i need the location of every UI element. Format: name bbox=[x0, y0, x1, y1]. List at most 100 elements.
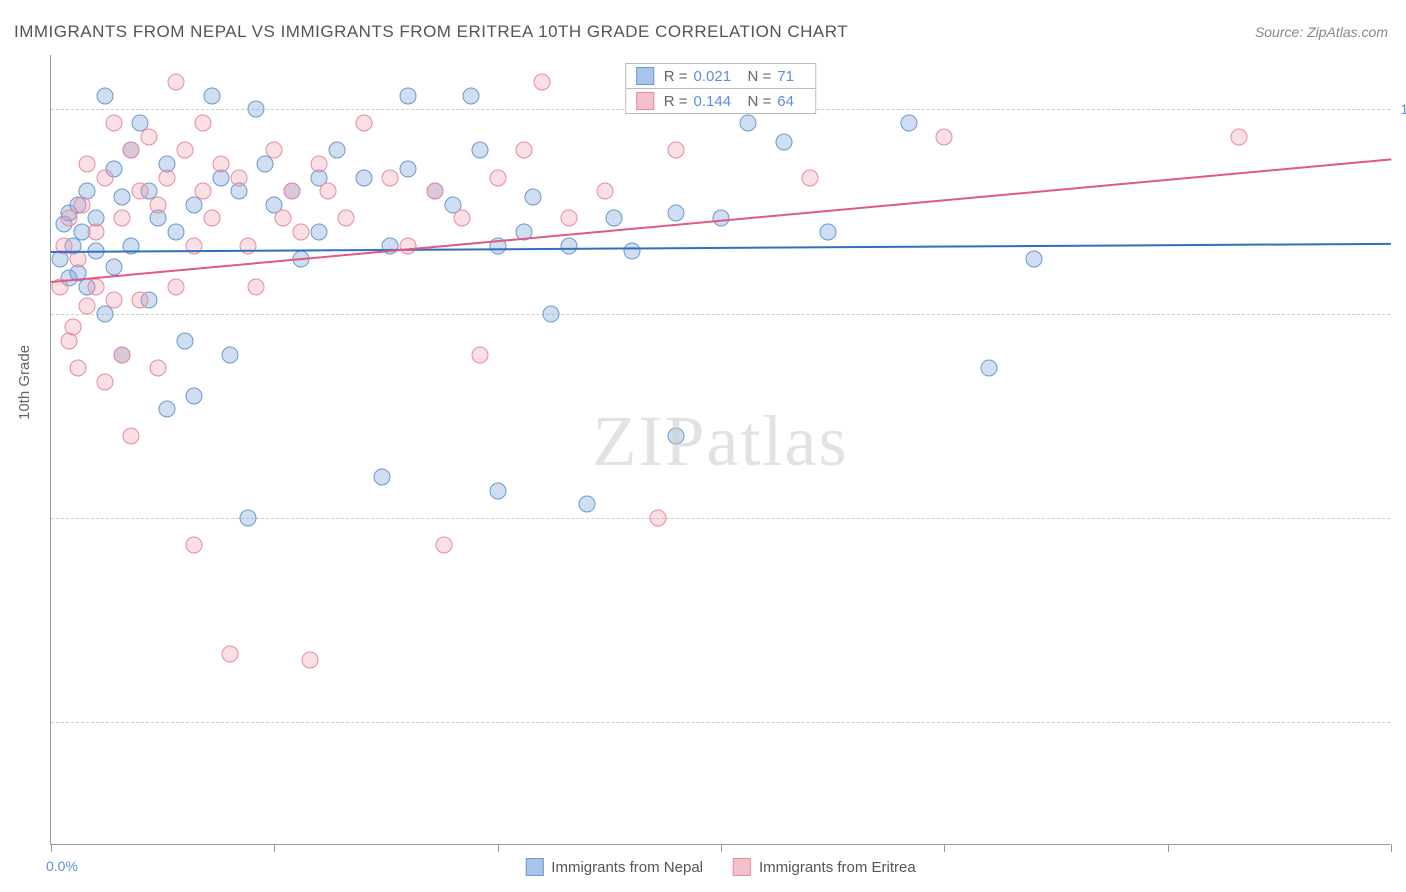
scatter-point bbox=[543, 305, 560, 322]
scatter-point bbox=[489, 482, 506, 499]
scatter-point bbox=[266, 142, 283, 159]
scatter-point bbox=[319, 183, 336, 200]
scatter-point bbox=[141, 128, 158, 145]
scatter-point bbox=[516, 142, 533, 159]
scatter-point bbox=[69, 360, 86, 377]
legend-label: Immigrants from Nepal bbox=[551, 859, 703, 876]
scatter-point bbox=[623, 243, 640, 260]
scatter-point bbox=[739, 115, 756, 132]
scatter-point bbox=[168, 224, 185, 241]
scatter-point bbox=[78, 155, 95, 172]
scatter-point bbox=[775, 134, 792, 151]
scatter-point bbox=[123, 428, 140, 445]
scatter-point bbox=[87, 224, 104, 241]
scatter-point bbox=[65, 319, 82, 336]
r-value: 0.021 bbox=[694, 68, 738, 85]
scatter-point bbox=[427, 183, 444, 200]
legend-row: R = 0.144 N = 64 bbox=[626, 89, 816, 113]
legend-swatch bbox=[525, 858, 543, 876]
scatter-point bbox=[87, 278, 104, 295]
scatter-point bbox=[936, 128, 953, 145]
x-tick bbox=[498, 844, 499, 852]
scatter-point bbox=[561, 237, 578, 254]
scatter-point bbox=[185, 537, 202, 554]
n-value: 71 bbox=[777, 68, 805, 85]
scatter-point bbox=[337, 210, 354, 227]
scatter-point bbox=[203, 210, 220, 227]
scatter-point bbox=[561, 210, 578, 227]
y-tick-label: 100.0% bbox=[1398, 101, 1406, 117]
gridline bbox=[51, 722, 1390, 723]
scatter-point bbox=[96, 169, 113, 186]
scatter-point bbox=[400, 237, 417, 254]
scatter-point bbox=[212, 155, 229, 172]
scatter-point bbox=[105, 292, 122, 309]
scatter-point bbox=[177, 333, 194, 350]
scatter-point bbox=[177, 142, 194, 159]
scatter-point bbox=[105, 115, 122, 132]
x-tick bbox=[1391, 844, 1392, 852]
y-tick-label: 85.0% bbox=[1398, 510, 1406, 526]
watermark-text: ZIPatlas bbox=[593, 400, 849, 483]
source-attribution: Source: ZipAtlas.com bbox=[1255, 24, 1388, 40]
scatter-point bbox=[981, 360, 998, 377]
scatter-point bbox=[471, 346, 488, 363]
scatter-point bbox=[150, 196, 167, 213]
y-tick-label: 77.5% bbox=[1398, 714, 1406, 730]
scatter-point bbox=[284, 183, 301, 200]
scatter-point bbox=[150, 360, 167, 377]
trend-line bbox=[51, 159, 1391, 284]
scatter-point bbox=[355, 115, 372, 132]
legend-row: R = 0.021 N = 71 bbox=[626, 64, 816, 89]
scatter-point bbox=[293, 224, 310, 241]
scatter-point bbox=[1231, 128, 1248, 145]
scatter-point bbox=[96, 87, 113, 104]
scatter-point bbox=[78, 297, 95, 314]
scatter-point bbox=[462, 87, 479, 104]
gridline bbox=[51, 314, 1390, 315]
scatter-point bbox=[355, 169, 372, 186]
scatter-point bbox=[168, 278, 185, 295]
scatter-point bbox=[302, 651, 319, 668]
scatter-point bbox=[239, 510, 256, 527]
scatter-point bbox=[185, 387, 202, 404]
scatter-point bbox=[230, 169, 247, 186]
n-label: N = bbox=[748, 93, 772, 110]
y-tick-label: 92.5% bbox=[1398, 306, 1406, 322]
scatter-point bbox=[132, 183, 149, 200]
scatter-point bbox=[248, 101, 265, 118]
scatter-point bbox=[159, 401, 176, 418]
x-tick bbox=[274, 844, 275, 852]
scatter-point bbox=[114, 188, 131, 205]
x-tick bbox=[944, 844, 945, 852]
scatter-point bbox=[802, 169, 819, 186]
scatter-point bbox=[525, 188, 542, 205]
scatter-point bbox=[194, 115, 211, 132]
scatter-point bbox=[471, 142, 488, 159]
x-max-label: 15.0% bbox=[1398, 858, 1406, 874]
series-legend: Immigrants from Nepal Immigrants from Eri… bbox=[525, 858, 915, 876]
scatter-point bbox=[668, 205, 685, 222]
n-label: N = bbox=[748, 68, 772, 85]
scatter-point bbox=[668, 142, 685, 159]
scatter-point bbox=[221, 646, 238, 663]
scatter-point bbox=[114, 346, 131, 363]
n-value: 64 bbox=[777, 93, 805, 110]
r-label: R = bbox=[664, 93, 688, 110]
scatter-point bbox=[168, 74, 185, 91]
r-label: R = bbox=[664, 68, 688, 85]
scatter-point bbox=[820, 224, 837, 241]
scatter-point bbox=[579, 496, 596, 513]
scatter-point bbox=[69, 251, 86, 268]
y-axis-label: 10th Grade bbox=[16, 345, 33, 420]
legend-item: Immigrants from Eritrea bbox=[733, 858, 916, 876]
scatter-point bbox=[596, 183, 613, 200]
scatter-point bbox=[275, 210, 292, 227]
scatter-point bbox=[489, 169, 506, 186]
legend-swatch bbox=[636, 92, 654, 110]
r-value: 0.144 bbox=[694, 93, 738, 110]
scatter-point bbox=[1025, 251, 1042, 268]
scatter-point bbox=[96, 373, 113, 390]
x-min-label: 0.0% bbox=[46, 858, 78, 874]
x-tick bbox=[51, 844, 52, 852]
